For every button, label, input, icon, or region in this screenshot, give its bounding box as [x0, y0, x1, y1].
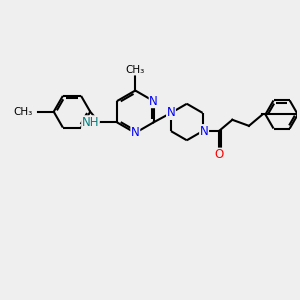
Text: N: N	[149, 94, 158, 108]
Text: O: O	[214, 148, 224, 161]
Text: NH: NH	[82, 116, 99, 129]
Text: CH₃: CH₃	[14, 107, 33, 117]
Text: N: N	[167, 106, 176, 119]
Text: CH₃: CH₃	[126, 65, 145, 75]
Text: N: N	[200, 125, 208, 138]
Text: N: N	[131, 126, 140, 140]
